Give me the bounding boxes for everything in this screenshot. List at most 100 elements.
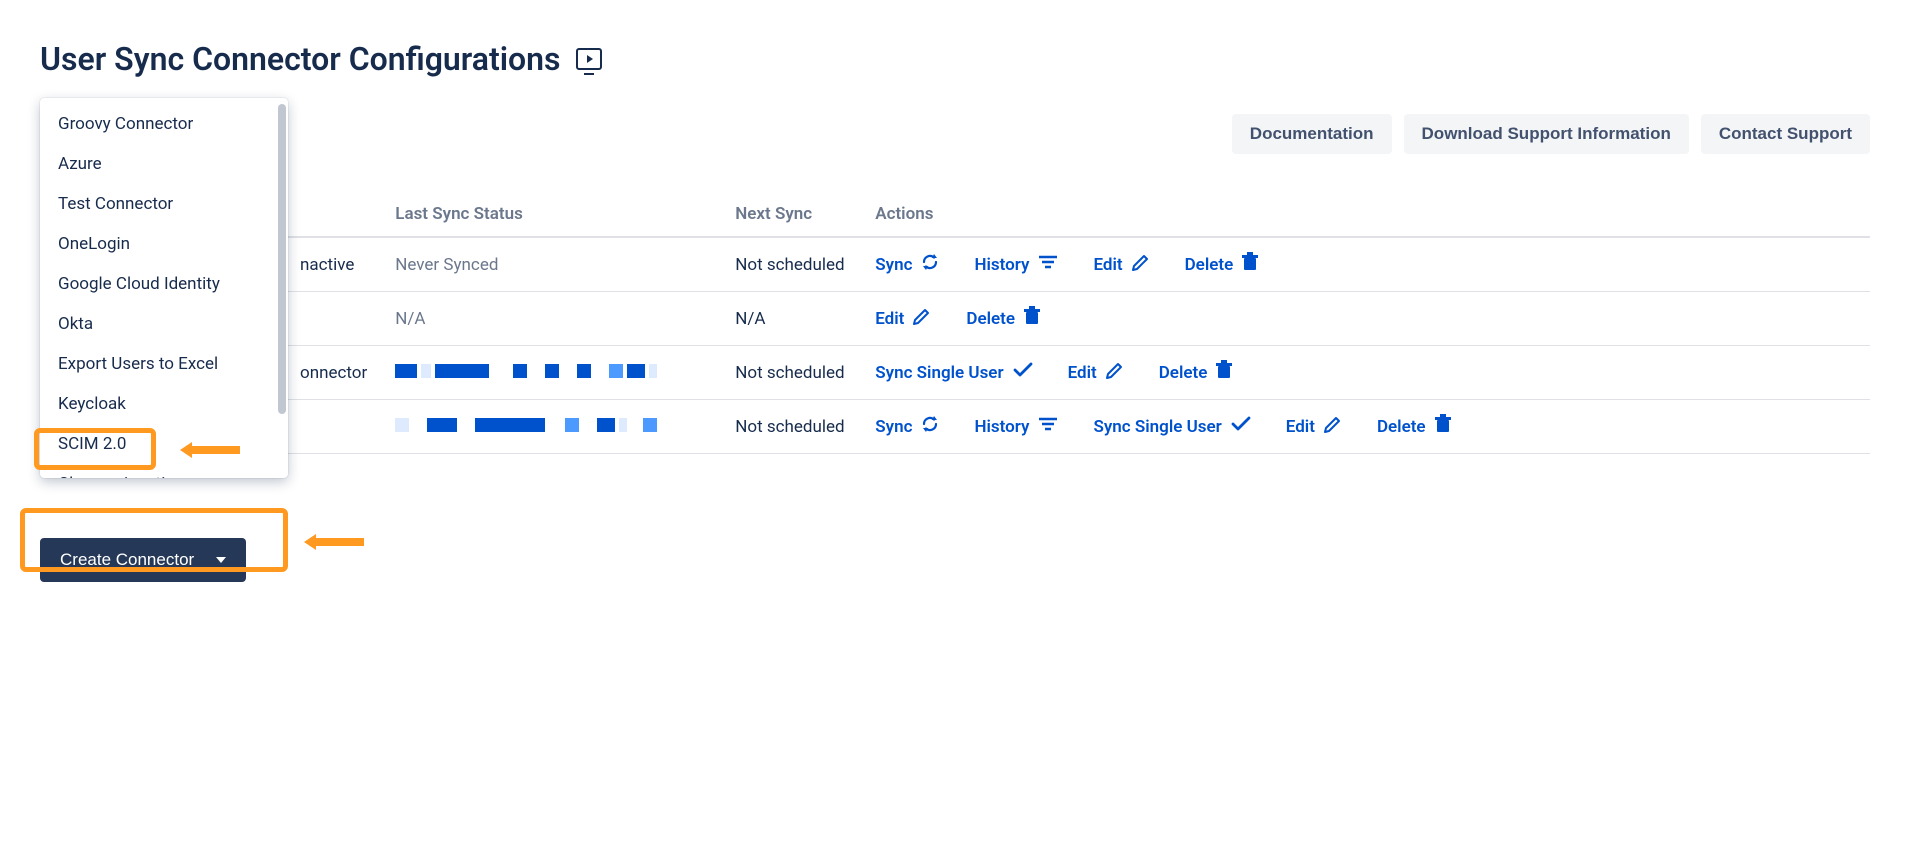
edit-icon <box>1131 252 1151 277</box>
edit-action[interactable]: Edit <box>1286 414 1343 439</box>
progress-segment <box>545 364 559 378</box>
actions-cell: Sync Single User Edit Delete <box>861 346 1870 400</box>
edit-action[interactable]: Edit <box>875 306 932 331</box>
col-next-sync: Next Sync <box>721 194 861 237</box>
sync-single-user-icon <box>1012 361 1034 384</box>
progress-segment <box>395 418 409 432</box>
last-sync-cell <box>381 400 721 454</box>
dropdown-item-groovy-connector[interactable]: Groovy Connector <box>40 104 288 144</box>
dropdown-item-export-users-to-excel[interactable]: Export Users to Excel <box>40 344 288 384</box>
action-label: Edit <box>1093 255 1122 275</box>
action-label: History <box>974 255 1029 275</box>
dropdown-item-okta[interactable]: Okta <box>40 304 288 344</box>
actions-cell: Edit Delete <box>861 292 1870 346</box>
progress-segment <box>549 418 561 432</box>
progress-segment <box>413 418 423 432</box>
create-connector-button[interactable]: Create Connector <box>40 538 246 582</box>
actions-cell: Sync History Sync Single User Edit Delete <box>861 400 1870 454</box>
progress-segment <box>597 418 615 432</box>
history-action[interactable]: History <box>974 253 1059 276</box>
action-label: Sync Single User <box>1093 417 1221 437</box>
progress-segment <box>563 364 573 378</box>
progress-segment <box>513 364 527 378</box>
delete-icon <box>1023 306 1041 331</box>
progress-segment <box>583 418 593 432</box>
progress-segment <box>627 364 645 378</box>
action-label: Edit <box>875 309 904 329</box>
sync-progress-bar <box>395 418 657 432</box>
documentation-button[interactable]: Documentation <box>1232 114 1392 154</box>
dropdown-item-scim-2-0[interactable]: SCIM 2.0 <box>40 424 288 464</box>
progress-segment <box>619 418 627 432</box>
sync-action[interactable]: Sync <box>875 414 940 439</box>
table-row: nactiveNever SyncedNot scheduledSyncHist… <box>40 237 1870 292</box>
next-sync-cell: Not scheduled <box>721 237 861 292</box>
delete-icon <box>1241 252 1259 277</box>
dropdown-item-azure[interactable]: Azure <box>40 144 288 184</box>
next-sync-cell: Not scheduled <box>721 346 861 400</box>
delete-action[interactable]: Delete <box>1159 360 1234 385</box>
delete-icon <box>1434 414 1452 439</box>
sync-icon <box>920 252 940 277</box>
sync-single-user-action[interactable]: Sync Single User <box>1093 415 1251 438</box>
next-sync-cell: Not scheduled <box>721 400 861 454</box>
action-label: Delete <box>1185 255 1234 275</box>
progress-segment <box>565 418 579 432</box>
history-icon <box>1037 415 1059 438</box>
progress-segment <box>643 418 657 432</box>
progress-segment <box>475 418 545 432</box>
table-row: N/AN/A Edit Delete <box>40 292 1870 346</box>
last-sync-cell <box>381 346 721 400</box>
dropdown-item-test-connector[interactable]: Test Connector <box>40 184 288 224</box>
next-sync-cell: N/A <box>721 292 861 346</box>
action-label: Delete <box>1159 363 1208 383</box>
chevron-down-icon <box>216 557 226 563</box>
dropdown-item-keycloak[interactable]: Keycloak <box>40 384 288 424</box>
dropdown-item-google-cloud-identity[interactable]: Google Cloud Identity <box>40 264 288 304</box>
dropdown-item-onelogin[interactable]: OneLogin <box>40 224 288 264</box>
delete-action[interactable]: Delete <box>1377 414 1452 439</box>
top-actions-bar: Documentation Download Support Informati… <box>40 114 1870 154</box>
progress-segment <box>435 364 489 378</box>
sync-single-user-action[interactable]: Sync Single User <box>875 361 1033 384</box>
progress-segment <box>649 364 657 378</box>
progress-segment <box>531 364 541 378</box>
col-last-sync-status: Last Sync Status <box>381 194 721 237</box>
last-sync-cell: Never Synced <box>381 237 721 292</box>
action-label: Edit <box>1286 417 1315 437</box>
annotation-arrow-create <box>304 532 364 552</box>
progress-segment <box>427 418 457 432</box>
action-label: Sync <box>875 417 912 437</box>
action-label: Sync <box>875 255 912 275</box>
last-sync-cell: N/A <box>381 292 721 346</box>
sync-action[interactable]: Sync <box>875 252 940 277</box>
edit-action[interactable]: Edit <box>1068 360 1125 385</box>
contact-support-button[interactable]: Contact Support <box>1701 114 1870 154</box>
sync-single-user-icon <box>1230 415 1252 438</box>
delete-action[interactable]: Delete <box>966 306 1041 331</box>
delete-icon <box>1215 360 1233 385</box>
col-actions: Actions <box>861 194 1870 237</box>
create-connector-label: Create Connector <box>60 550 194 570</box>
history-icon <box>1037 253 1059 276</box>
table-row: onnectorNot scheduledSync Single UserEdi… <box>40 346 1870 400</box>
connector-type-dropdown: Groovy ConnectorAzureTest ConnectorOneLo… <box>40 98 288 478</box>
demo-video-icon[interactable] <box>576 48 602 70</box>
history-action[interactable]: History <box>974 415 1059 438</box>
edit-icon <box>1105 360 1125 385</box>
action-label: Delete <box>966 309 1015 329</box>
action-label: Delete <box>1377 417 1426 437</box>
download-support-button[interactable]: Download Support Information <box>1404 114 1689 154</box>
dropdown-item-cleanup-inactive-users[interactable]: Cleanup inactive users <box>40 464 288 478</box>
action-label: History <box>974 417 1029 437</box>
progress-segment <box>609 364 623 378</box>
progress-segment <box>631 418 639 432</box>
actions-cell: Sync History Edit Delete <box>861 237 1870 292</box>
progress-segment <box>395 364 417 378</box>
action-label: Sync Single User <box>875 363 1003 383</box>
action-label: Edit <box>1068 363 1097 383</box>
delete-action[interactable]: Delete <box>1185 252 1260 277</box>
edit-action[interactable]: Edit <box>1093 252 1150 277</box>
progress-segment <box>493 364 509 378</box>
edit-icon <box>1323 414 1343 439</box>
